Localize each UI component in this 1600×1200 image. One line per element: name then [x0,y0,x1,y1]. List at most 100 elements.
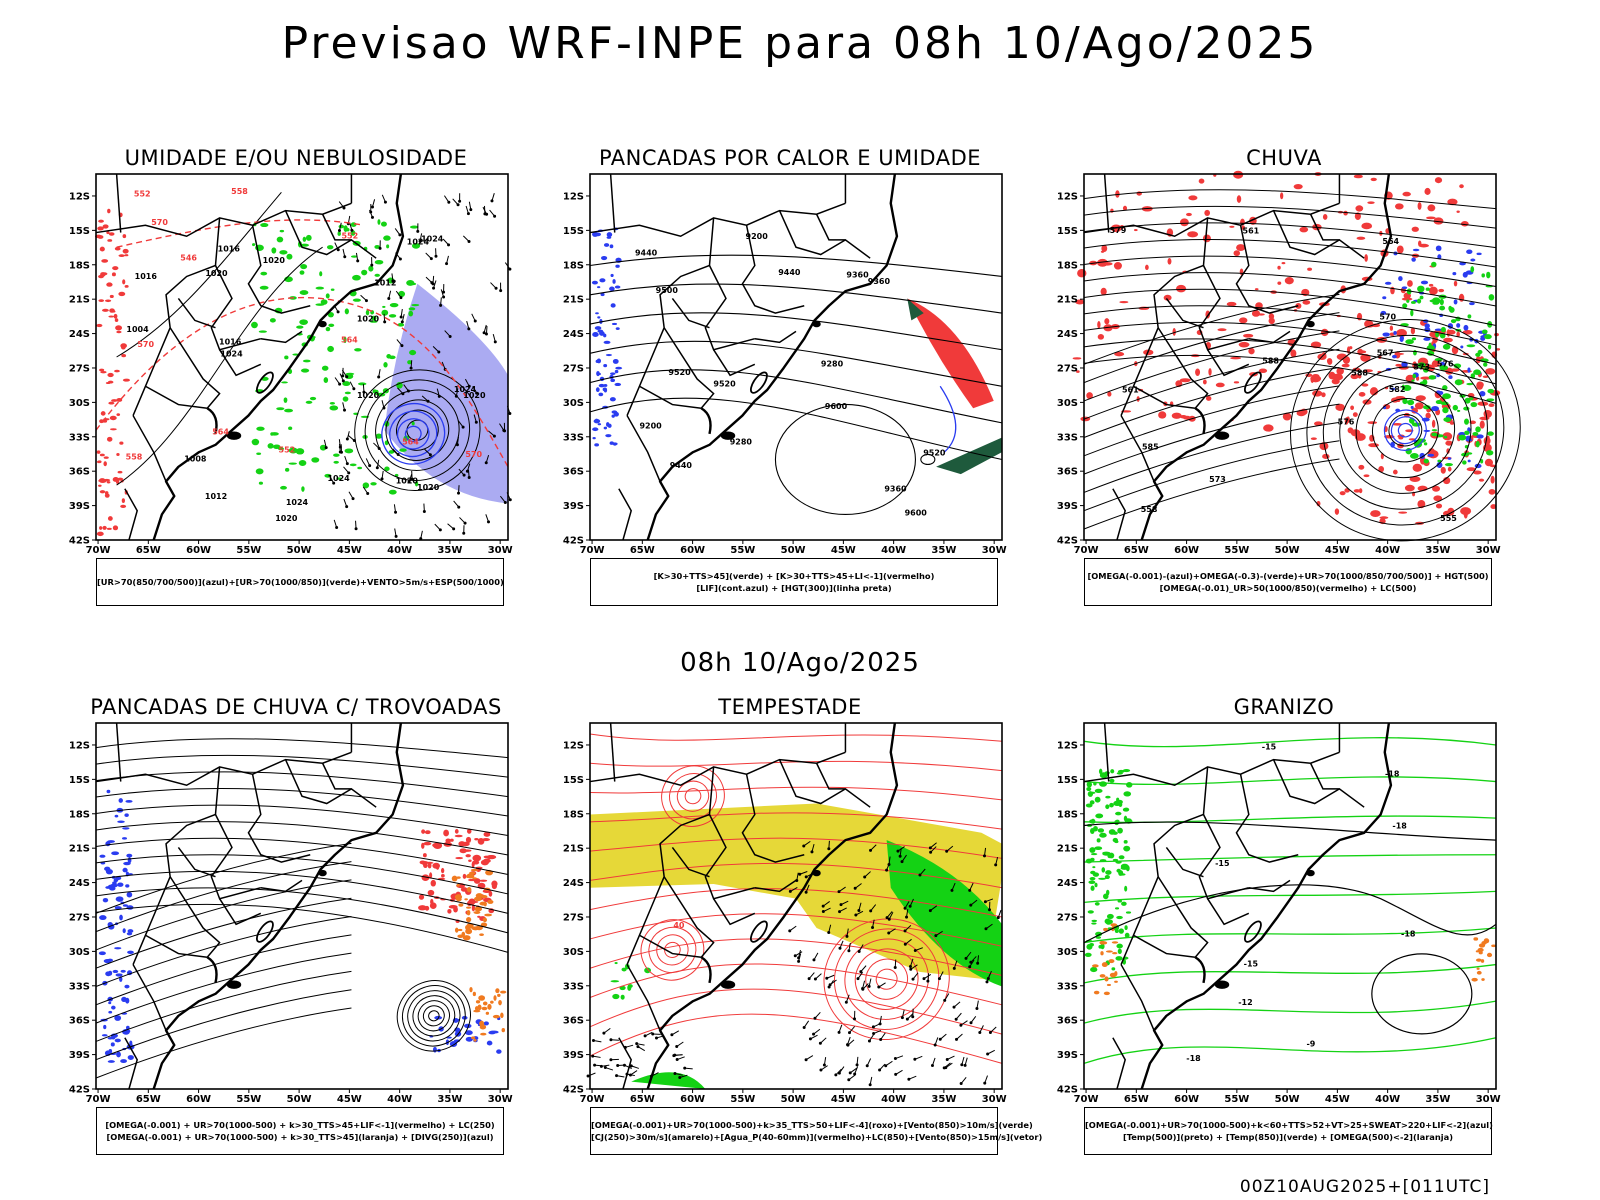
map-frame [1083,173,1497,541]
shade-blob [1472,431,1479,436]
map-chuva[interactable]: 5885855825795765735675645615585555765735… [1054,166,1521,566]
streamline [95,787,509,817]
lat-tick-label: 15S [563,775,584,786]
shade-blob [389,303,399,308]
arrow-head [426,399,430,403]
shade-blob [110,1042,115,1047]
shade-blob [107,1036,113,1040]
map-umidade[interactable]: 1016 102010201024102410201020102410241020… [66,166,526,566]
arrow-head [338,382,342,386]
shade-blob [480,922,488,927]
map-content: 9600952096009440952095009440952093609440… [589,173,1003,541]
swirl-ring [428,1010,440,1022]
shade-blob [600,256,608,261]
shade-blob [1487,431,1494,436]
shade-blob [1367,201,1375,204]
shade-blob [1417,202,1422,210]
shade-blob [103,461,107,467]
contour-label: 558 [126,452,143,461]
shade-blob [1389,325,1394,331]
border-line [115,173,122,233]
shade-blob [1431,429,1438,432]
shade-blob [105,869,113,875]
red-vortex [823,918,950,1041]
lon-tick-label: 50W [287,545,312,556]
streamline [95,842,352,914]
shade-blob [119,914,123,921]
arrow-head [394,534,398,538]
shade-blob [1091,922,1097,925]
arrow-head [458,199,462,203]
shade-blob [493,995,497,1001]
shade-blob [1475,352,1481,357]
shade-blob [1092,964,1099,968]
streamline [95,804,509,837]
streamline [95,837,509,875]
border-line [218,898,262,926]
map-pancadas-calor[interactable]: 9600952096009440952095009440952093609440… [560,166,1020,566]
temp-contour [1083,963,1497,984]
shade-blob [343,225,348,233]
shade-blob [108,970,113,976]
arrow-head [466,212,470,216]
legend-line: [OMEGA(-0.001) + UR>70(1000-500) + k>30_… [106,1132,494,1142]
arrow-head [937,977,941,981]
shade-blob [1101,962,1108,968]
shade-blob [99,490,106,494]
arrow-head [469,208,473,212]
shade-blob [1439,333,1446,339]
shade-blob [465,836,472,843]
shade-blob [1473,937,1479,941]
shade-blob [1444,462,1453,467]
arrow-head [802,1025,806,1029]
shade-blob [103,456,109,459]
shade-blob [1100,250,1105,253]
arrow-head [879,1037,883,1041]
shade-blob [106,789,111,794]
shade-blob [1428,286,1438,295]
shade-blob [399,448,407,452]
shade-blob [470,868,479,872]
swirl-ring [656,934,689,966]
shade-blob [1449,421,1455,425]
shade-blob [1099,940,1106,945]
arrow-head [954,1017,958,1021]
shade-blob [124,284,129,288]
shade-blob [105,299,112,303]
legend-line: [Temp(500)](preto) + [Temp(850)](verde) … [1122,1132,1454,1142]
shade-blob [432,1046,437,1053]
shade-blob [361,269,368,276]
shade-blob [481,1006,488,1011]
shade-blob [1490,475,1495,484]
shade-blob [329,405,339,411]
border-line [247,225,311,314]
shade-blob [1411,226,1419,232]
shade-blob [427,862,432,869]
shade-blob [488,890,493,897]
swirl-ring [412,995,456,1037]
swirl-ring [1289,319,1521,542]
arrow-head [793,954,797,958]
shade-blob [592,332,599,338]
shade-blob [338,224,345,229]
shade-blob [1281,262,1286,265]
lat-tick-label: 15S [69,775,90,786]
shade-blob [1436,462,1443,468]
shade-blob [1447,466,1452,472]
contour-label: 1024 [220,350,243,359]
shade-blob [116,330,122,334]
shade-blob [1198,178,1205,184]
shade-blob [1488,489,1496,495]
shade-blob [1095,931,1103,937]
arrow-head [375,466,379,470]
streamline [95,821,509,856]
red-vortex [640,919,705,981]
shade-blob [1447,457,1452,460]
temp-contour [1083,1000,1497,1024]
shade-blob [1114,928,1119,933]
map-granizo[interactable]: -9-12-15-18-15-18-18-15-1812S15S18S21S24… [1054,715,1514,1115]
arrow-head [968,888,972,892]
border-line [95,751,352,787]
